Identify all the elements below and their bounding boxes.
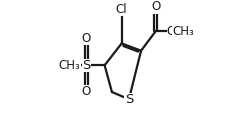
Text: Cl: Cl <box>115 3 127 16</box>
Text: CH₃: CH₃ <box>172 25 194 38</box>
Text: O: O <box>81 32 91 45</box>
Text: CH₃: CH₃ <box>58 59 80 72</box>
Text: O: O <box>150 1 160 13</box>
Text: O: O <box>81 86 91 99</box>
Text: S: S <box>82 59 90 72</box>
Text: S: S <box>124 93 133 106</box>
Text: O: O <box>166 25 175 38</box>
